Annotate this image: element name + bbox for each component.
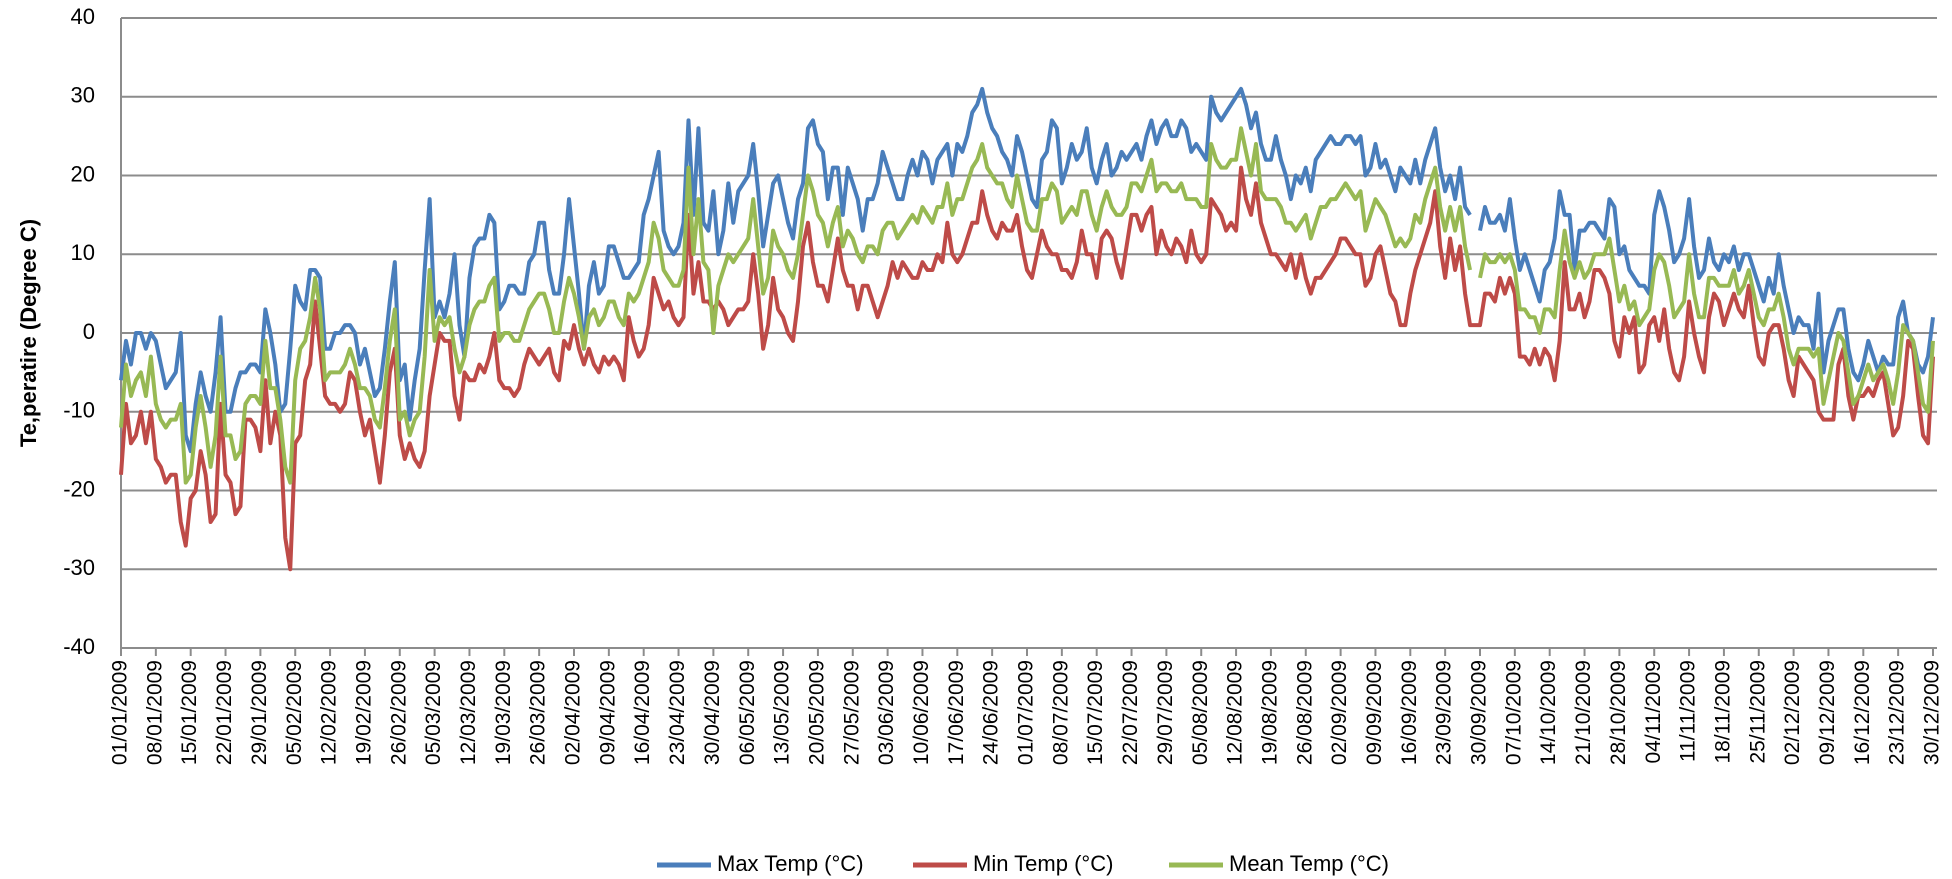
x-tick-label: 17/06/2009 bbox=[945, 660, 968, 765]
x-tick-label: 24/06/2009 bbox=[980, 660, 1003, 765]
x-tick-label: 16/12/2009 bbox=[1851, 660, 1874, 765]
x-tick-label: 26/08/2009 bbox=[1293, 660, 1316, 765]
x-tick-label: 02/12/2009 bbox=[1781, 660, 1804, 765]
x-tick-label: 08/01/2009 bbox=[143, 660, 166, 765]
x-tick-label: 09/12/2009 bbox=[1816, 660, 1839, 765]
x-tick-label: 30/09/2009 bbox=[1468, 660, 1491, 765]
series-line bbox=[1478, 228, 1935, 414]
y-axis-label: Te,peratire (Degree C) bbox=[16, 219, 41, 447]
x-tick-label: 01/07/2009 bbox=[1015, 660, 1038, 765]
x-tick-label: 29/01/2009 bbox=[248, 660, 271, 765]
x-tick-label: 14/10/2009 bbox=[1537, 660, 1560, 765]
x-tick-label: 05/02/2009 bbox=[283, 660, 306, 765]
series-line bbox=[119, 86, 1472, 454]
x-tick-label: 11/11/2009 bbox=[1677, 660, 1700, 762]
y-tick-label: 40 bbox=[71, 4, 95, 29]
y-tick-label: 30 bbox=[71, 83, 95, 108]
x-tick-label: 12/08/2009 bbox=[1224, 660, 1247, 765]
y-tick-label: -30 bbox=[63, 555, 95, 580]
x-tick-label: 09/04/2009 bbox=[596, 660, 619, 765]
y-tick-label: 10 bbox=[71, 240, 95, 265]
x-tick-label: 15/07/2009 bbox=[1084, 660, 1107, 765]
y-tick-label: 0 bbox=[83, 319, 95, 344]
legend-label: Min Temp (°C) bbox=[973, 851, 1113, 876]
x-tick-label: 23/09/2009 bbox=[1433, 660, 1456, 765]
x-tick-label: 10/06/2009 bbox=[910, 660, 933, 765]
x-tick-label: 30/04/2009 bbox=[701, 660, 724, 765]
x-tick-label: 18/11/2009 bbox=[1711, 660, 1734, 764]
x-tick-label: 22/07/2009 bbox=[1119, 660, 1142, 765]
x-tick-label: 12/03/2009 bbox=[457, 660, 480, 765]
x-tick-label: 01/01/2009 bbox=[109, 660, 132, 765]
x-tick-label: 28/10/2009 bbox=[1607, 660, 1630, 765]
x-tick-label: 04/11/2009 bbox=[1642, 660, 1665, 764]
y-tick-label: 20 bbox=[71, 161, 95, 186]
y-tick-label: -40 bbox=[63, 634, 95, 659]
y-tick-label: -20 bbox=[63, 476, 95, 501]
x-tick-label: 03/06/2009 bbox=[875, 660, 898, 765]
legend-label: Max Temp (°C) bbox=[717, 851, 864, 876]
x-tick-label: 05/03/2009 bbox=[422, 660, 445, 765]
x-tick-label: 02/04/2009 bbox=[562, 660, 585, 765]
x-tick-label: 20/05/2009 bbox=[805, 660, 828, 765]
x-tick-label: 26/02/2009 bbox=[387, 660, 410, 765]
x-tick-label: 26/03/2009 bbox=[527, 660, 550, 765]
x-tick-label: 25/11/2009 bbox=[1746, 660, 1769, 764]
x-tick-label: 21/10/2009 bbox=[1572, 660, 1595, 765]
x-tick-label: 16/09/2009 bbox=[1398, 660, 1421, 765]
x-tick-label: 05/08/2009 bbox=[1189, 660, 1212, 765]
series-line bbox=[119, 165, 1935, 572]
x-tick-label: 16/04/2009 bbox=[631, 660, 654, 765]
series-line bbox=[119, 126, 1472, 485]
x-tick-label: 02/09/2009 bbox=[1328, 660, 1351, 765]
x-tick-label: 19/08/2009 bbox=[1258, 660, 1281, 765]
x-tick-label: 23/04/2009 bbox=[666, 660, 689, 765]
x-tick-label: 27/05/2009 bbox=[840, 660, 863, 765]
x-tick-label: 19/02/2009 bbox=[352, 660, 375, 765]
x-tick-label: 23/12/2009 bbox=[1886, 660, 1909, 765]
x-tick-label: 19/03/2009 bbox=[492, 660, 515, 765]
x-tick-label: 06/05/2009 bbox=[736, 660, 759, 765]
x-tick-label: 12/02/2009 bbox=[318, 660, 341, 765]
legend-label: Mean Temp (°C) bbox=[1229, 851, 1389, 876]
x-tick-label: 07/10/2009 bbox=[1502, 660, 1525, 765]
series-line bbox=[1478, 189, 1935, 383]
x-tick-label: 30/12/2009 bbox=[1921, 660, 1944, 765]
x-tick-label: 09/09/2009 bbox=[1363, 660, 1386, 765]
x-tick-label: 13/05/2009 bbox=[771, 660, 794, 765]
x-tick-label: 15/01/2009 bbox=[178, 660, 201, 765]
x-tick-label: 29/07/2009 bbox=[1154, 660, 1177, 765]
x-tick-label: 08/07/2009 bbox=[1049, 660, 1072, 765]
y-tick-label: -10 bbox=[63, 398, 95, 423]
x-tick-label: 22/01/2009 bbox=[213, 660, 236, 765]
